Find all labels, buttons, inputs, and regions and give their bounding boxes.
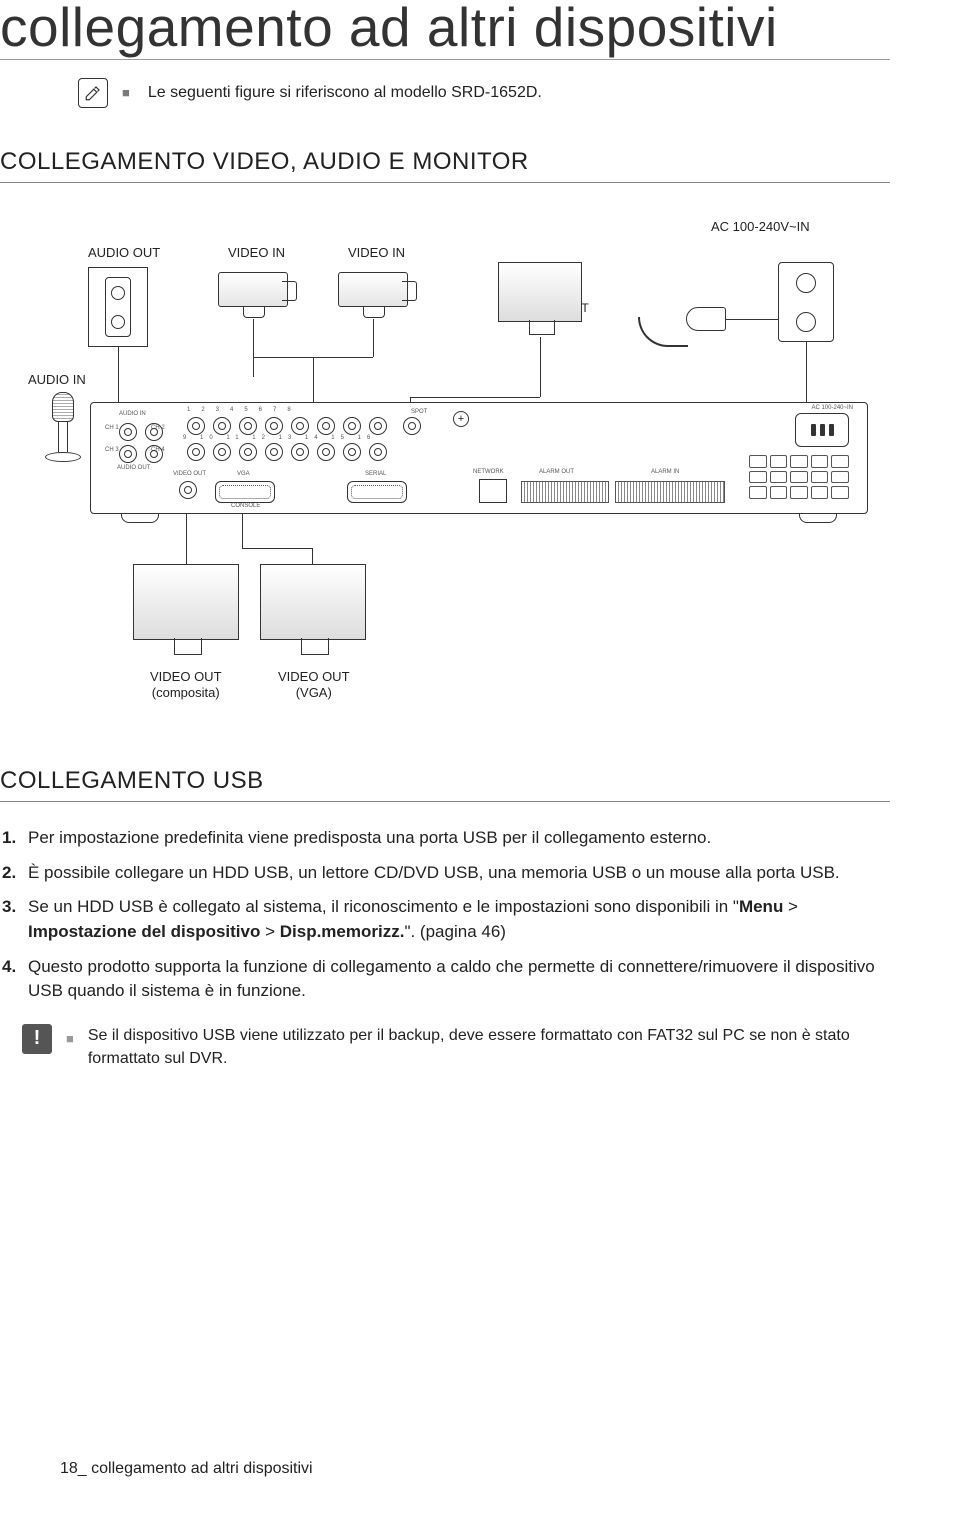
label-ac-in: AC 100-240V~IN [711,219,810,235]
screw-icon: + [453,411,469,427]
label-line: (composita) [152,685,220,700]
power-plug-icon [686,307,726,331]
line [242,514,243,548]
alert-row: ! ■ Se il dispositivo USB viene utilizza… [22,1024,888,1070]
panel-label-serial: SERIAL [365,471,386,477]
line [373,319,374,357]
label-video-in-1: VIDEO IN [228,245,285,261]
line [726,319,778,320]
line [410,397,540,398]
panel-num-row2: 9 10 11 12 13 14 15 16 [183,435,376,441]
footer-text: collegamento ad altri dispositivi [91,1460,312,1477]
alert-bullet-icon: ■ [66,1024,74,1070]
list-item: Questo prodotto supporta la funzione di … [2,955,890,1004]
network-port [479,479,507,503]
camera-1-icon [218,272,288,307]
page-title: collegamento ad altri dispositivi [0,0,890,60]
power-socket [795,413,849,447]
line [806,342,807,408]
label-line: VIDEO OUT [278,669,350,684]
monitor-composite-icon [133,564,239,640]
section-heading-1: COLLEGAMENTO VIDEO, AUDIO E MONITOR [0,148,890,183]
pencil-note-icon [78,78,108,108]
alarm-out-block [521,481,609,503]
monitor-spot-icon [498,262,582,322]
page-footer: 18_ collegamento ad altri dispositivi [60,1460,313,1478]
microphone-icon [38,392,88,472]
label-video-in-2: VIDEO IN [348,245,405,261]
panel-label-ch1: CH 1 [105,425,119,431]
line [186,514,187,564]
label-video-out-vga: VIDEO OUT (VGA) [278,669,350,700]
serial-port [347,481,407,503]
panel-label-network: NETWORK [473,469,504,475]
panel-label-video-out: VIDEO OUT [173,471,206,477]
label-line: VIDEO OUT [150,669,222,684]
panel-label-audio-in: AUDIO IN [119,411,146,417]
panel-label-vga: VGA [237,471,250,477]
panel-label-alarm-in: ALARM IN [651,469,679,475]
panel-label-audio-out: AUDIO OUT [117,465,150,471]
speaker-icon [88,267,148,347]
label-audio-in: AUDIO IN [28,372,86,388]
footer-page-number: 18_ [60,1460,87,1477]
camera-2-icon [338,272,408,307]
label-video-out-comp: VIDEO OUT (composita) [150,669,222,700]
label-line: (VGA) [296,685,332,700]
section-heading-2: COLLEGAMENTO USB [0,767,890,802]
list-item: Per impostazione predefinita viene predi… [2,826,890,851]
line [242,548,312,549]
alert-text: Se il dispositivo USB viene utilizzato p… [88,1024,888,1070]
panel-label-console: CONSOLE [231,503,260,509]
note-text: Le seguenti figure si riferiscono al mod… [148,78,542,108]
panel-num-row1: 12345678 [187,407,302,413]
panel-label-ac: AC 100-240~IN [811,405,853,411]
connection-diagram: AC 100-240V~IN AUDIO OUT VIDEO IN VIDEO … [78,207,900,737]
label-audio-out: AUDIO OUT [88,245,160,261]
dvr-rear-panel: AUDIO IN CH 1 CH 2 CH 3 CH 4 AUDIO OUT S… [90,402,868,514]
line [540,337,541,397]
alert-icon: ! [22,1024,52,1054]
note-bullet-icon: ■ [122,78,134,108]
video-out-bnc [179,481,197,499]
dvr-foot-icon [799,513,837,523]
note-row: ■ Le seguenti figure si riferiscono al m… [78,78,900,108]
switch-grid [749,455,849,499]
dvr-foot-icon [121,513,159,523]
usb-instructions-list: Per impostazione predefinita viene predi… [0,826,890,1004]
power-cable-icon [638,317,688,347]
list-item: È possibile collegare un HDD USB, un let… [2,861,890,886]
power-outlet-icon [778,262,834,342]
list-item: Se un HDD USB è collegato al sistema, il… [2,895,890,944]
line [253,319,254,377]
monitor-vga-icon [260,564,366,640]
vga-port [215,481,275,503]
panel-label-spot: SPOT [411,409,427,415]
alarm-in-block [615,481,725,503]
line [312,548,313,564]
panel-label-ch3: CH 3 [105,447,119,453]
panel-label-alarm-out: ALARM OUT [539,469,574,475]
